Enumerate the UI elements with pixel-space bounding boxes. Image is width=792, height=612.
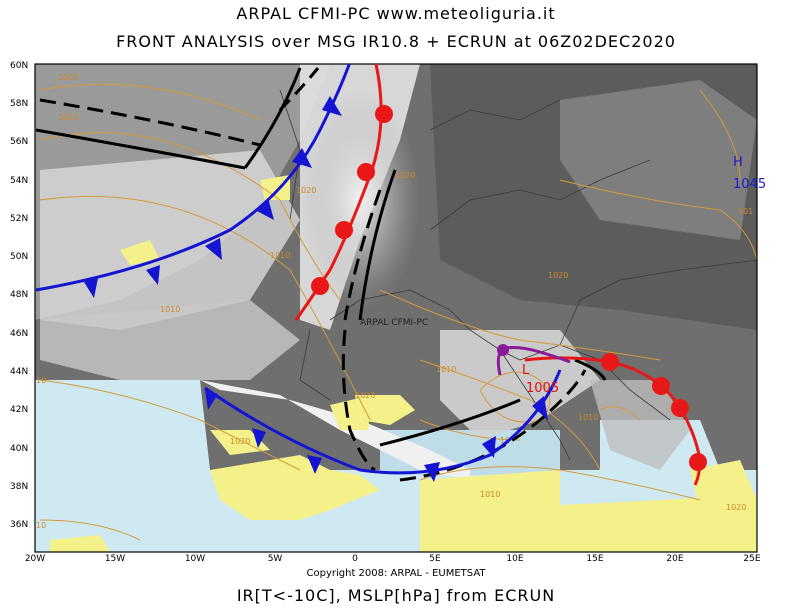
warm-front-bump	[601, 353, 619, 371]
isobar-label: 1020	[395, 171, 415, 180]
cold-front-pips	[84, 96, 342, 298]
lon-label: 0	[352, 554, 358, 564]
trough-line	[35, 128, 246, 170]
lat-label: 42N	[10, 405, 28, 415]
trough-line	[574, 358, 607, 381]
header-title: ARPAL CFMI-PC www.meteoliguria.it	[236, 4, 556, 23]
low-pressure-letter: L	[522, 363, 530, 378]
trough-line	[399, 369, 587, 482]
lat-label: 36N	[10, 520, 28, 530]
warm-front-bumps	[311, 105, 393, 295]
longitude-labels: 20W 15W 10W 5W 0 5E 10E 15E 20E 25E	[25, 554, 761, 564]
trough-line	[243, 67, 302, 169]
cold-front-pip	[146, 265, 160, 285]
cold-front-pip	[292, 148, 312, 168]
warm-front-bump	[357, 163, 375, 181]
cold-front-pip	[205, 390, 218, 410]
lat-label: 54N	[10, 176, 28, 186]
lat-label: 48N	[10, 290, 28, 300]
occluded-front-bump	[497, 344, 509, 356]
lon-label: 25E	[743, 554, 760, 564]
isobar-label: 101	[738, 207, 753, 216]
warm-front-bumps	[601, 353, 707, 471]
isobar-label: 1000	[58, 73, 78, 82]
map-frame	[34, 63, 758, 553]
warm-fronts	[294, 64, 707, 486]
copyright-text: Copyright 2008: ARPAL - EUMETSAT	[306, 568, 486, 579]
lat-label: 38N	[10, 482, 28, 492]
lon-label: 15W	[105, 554, 125, 564]
isobar-label: 1020	[296, 186, 316, 195]
occluded-front-line	[496, 346, 571, 376]
cold-fronts	[35, 64, 562, 482]
cold-front-pip	[84, 278, 98, 298]
low-pressure-value: 1005	[526, 381, 559, 396]
satellite-background	[35, 64, 757, 552]
warm-front-bump	[671, 399, 689, 417]
lat-label: 40N	[10, 444, 28, 454]
high-pressure-center: H 1045	[733, 155, 766, 192]
high-pressure-letter: H	[733, 155, 743, 170]
isobar-label: 1010	[160, 305, 180, 314]
isobar-label: 1010	[436, 365, 456, 374]
footer-caption: IR[T<-10C], MSLP[hPa] from ECRUN	[236, 586, 556, 605]
cold-front-pip	[424, 462, 440, 482]
warm-front-bump	[689, 453, 707, 471]
isobar-label: 1010	[578, 413, 598, 422]
trough-line	[358, 169, 397, 321]
cold-front-pip	[205, 238, 222, 260]
cold-front-pip	[322, 96, 342, 116]
isobar-labels: 1000 1010 1010 1020 1020 1010 1020 1010 …	[36, 73, 753, 530]
low-pressure-center: L 1005	[522, 363, 559, 396]
isobar-label: 1010	[58, 113, 78, 122]
cold-front-pip	[482, 436, 496, 458]
warm-front-bump	[335, 221, 353, 239]
lon-label: 10W	[185, 554, 205, 564]
troughs	[35, 67, 607, 482]
trough-line	[341, 329, 376, 472]
isobar-label: 1010	[480, 490, 500, 499]
lon-label: 20W	[25, 554, 45, 564]
latitude-labels: 60N 58N 56N 54N 52N 50N 48N 46N 44N 42N …	[10, 61, 28, 530]
isobar-label: 1010	[270, 251, 290, 260]
lat-label: 44N	[10, 367, 28, 377]
trough-line	[278, 67, 320, 112]
occluded-front	[496, 344, 571, 376]
isobar-label: 1020	[230, 437, 250, 446]
isobar-label: 1020	[726, 503, 746, 512]
isobar-label: 10	[500, 436, 510, 445]
cold-front-pip	[307, 455, 322, 474]
trough-line	[39, 98, 261, 147]
lon-label: 15E	[586, 554, 603, 564]
lon-label: 10E	[506, 554, 523, 564]
lat-label: 58N	[10, 99, 28, 109]
lon-label: 20E	[666, 554, 683, 564]
warm-front-bump	[375, 105, 393, 123]
lat-label: 60N	[10, 61, 28, 71]
high-pressure-value: 1045	[733, 177, 766, 192]
map-watermark: ARPAL CFMI-PC	[360, 318, 428, 328]
cold-front-pip	[252, 428, 266, 448]
isobar-label: 10	[36, 521, 46, 530]
lon-label: 5E	[429, 554, 441, 564]
cold-front-pip	[532, 396, 548, 420]
lat-label: 56N	[10, 137, 28, 147]
trough-line	[343, 189, 382, 321]
isobar-label: 1020	[355, 391, 375, 400]
warm-front-bump	[311, 277, 329, 295]
isobar-label: 1020	[548, 271, 568, 280]
isobar-label: 10	[36, 376, 46, 385]
cold-front-pip	[255, 198, 274, 220]
cold-front-line	[204, 369, 562, 475]
cold-front-pips	[205, 390, 548, 482]
warm-front-bump	[652, 377, 670, 395]
lat-label: 50N	[10, 252, 28, 262]
lat-label: 46N	[10, 329, 28, 339]
header-subtitle: FRONT ANALYSIS over MSG IR10.8 + ECRUN a…	[116, 32, 676, 51]
lon-label: 5W	[268, 554, 283, 564]
lat-label: 52N	[10, 214, 28, 224]
trough-line	[379, 398, 521, 447]
